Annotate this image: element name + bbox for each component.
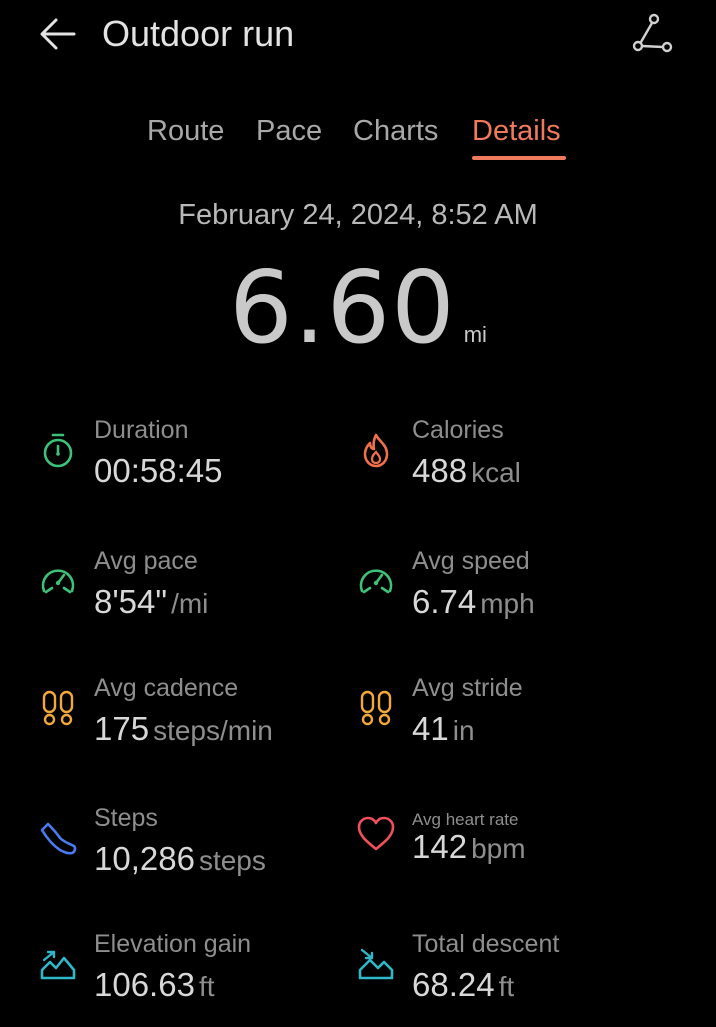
stat-number: 142 xyxy=(412,828,468,865)
stat-label: Avg speed xyxy=(412,547,530,575)
stat-label: Avg pace xyxy=(94,547,198,575)
stat-unit: steps xyxy=(198,845,266,876)
stat-label: Avg stride xyxy=(412,674,523,702)
stat-avg-heart-rate: Avg heart rate 142 bpm xyxy=(356,798,656,888)
page-title: Outdoor run xyxy=(102,13,295,54)
stat-value: 6.74 mph xyxy=(412,581,535,625)
stat-avg-cadence: Avg cadence 175 steps/min xyxy=(38,672,338,762)
shoe-icon xyxy=(38,818,78,858)
stat-label: Duration xyxy=(94,416,189,444)
stat-label: Total descent xyxy=(412,930,560,958)
stat-calories: Calories 488 kcal xyxy=(356,414,656,504)
stat-avg-pace: Avg pace 8'54"/mi xyxy=(38,545,338,635)
stat-steps: Steps 10,286 steps xyxy=(38,802,338,892)
stat-label: Steps xyxy=(94,804,158,832)
stat-label: Avg cadence xyxy=(94,674,239,702)
app-header: Outdoor run xyxy=(0,0,716,70)
back-arrow-icon xyxy=(40,18,76,50)
active-tab-indicator xyxy=(472,156,566,160)
stat-number: 488 xyxy=(412,452,468,489)
flame-icon xyxy=(356,430,396,470)
stopwatch-icon xyxy=(38,430,78,470)
stat-number: 00:58:45 xyxy=(94,452,223,489)
stat-value: 106.63 ft xyxy=(94,964,215,1008)
stat-unit: bpm xyxy=(471,833,526,864)
elevation-descent-icon xyxy=(356,944,396,984)
stat-number: 8'54" xyxy=(94,583,168,620)
stat-label: Avg heart rate xyxy=(412,810,519,829)
heart-icon xyxy=(356,814,396,854)
tab-bar: Route Pace Charts Details xyxy=(0,110,716,170)
distance-value: 6.60 xyxy=(229,249,456,366)
stat-value: 68.24 ft xyxy=(412,964,514,1008)
elevation-gain-icon xyxy=(38,944,78,984)
stat-avg-speed: Avg speed 6.74 mph xyxy=(356,545,656,635)
stat-value: 41 in xyxy=(412,708,475,752)
tab-pace[interactable]: Pace xyxy=(256,115,323,147)
stat-avg-stride: Avg stride 41 in xyxy=(356,672,656,762)
distance-summary: 6.60 mi xyxy=(0,248,716,368)
stat-number: 10,286 xyxy=(94,840,195,877)
tab-details[interactable]: Details xyxy=(472,115,561,147)
workout-datetime: February 24, 2024, 8:52 AM xyxy=(178,199,538,231)
stat-value: 142 bpm xyxy=(412,826,526,870)
stat-label: Elevation gain xyxy=(94,930,252,958)
tab-charts[interactable]: Charts xyxy=(353,115,439,147)
stat-value: 175 steps/min xyxy=(94,708,273,752)
stat-unit: ft xyxy=(198,971,215,1002)
stat-duration: Duration 00:58:45 xyxy=(38,414,338,504)
stat-label: Calories xyxy=(412,416,504,444)
stat-number: 41 xyxy=(412,710,449,747)
stat-number: 68.24 xyxy=(412,966,495,1003)
share-route-button[interactable] xyxy=(628,10,676,58)
back-button[interactable] xyxy=(36,12,80,56)
stat-number: 106.63 xyxy=(94,966,195,1003)
stat-unit: mph xyxy=(480,588,535,619)
stat-elevation-gain: Elevation gain 106.63 ft xyxy=(38,928,338,1018)
stat-unit: kcal xyxy=(471,457,521,488)
share-route-icon xyxy=(632,13,673,53)
stat-value: 10,286 steps xyxy=(94,838,266,882)
distance-unit: mi xyxy=(463,322,487,347)
stat-value: 00:58:45 xyxy=(94,450,222,492)
stat-unit: in xyxy=(452,715,475,746)
stat-number: 6.74 xyxy=(412,583,477,620)
footprints-icon xyxy=(38,688,78,728)
stat-total-descent: Total descent 68.24 ft xyxy=(356,928,656,1018)
stat-number: 175 xyxy=(94,710,150,747)
footprints-icon xyxy=(356,688,396,728)
stat-value: 8'54"/mi xyxy=(94,581,208,625)
stat-unit: /mi xyxy=(171,588,209,619)
speedometer-icon xyxy=(38,561,78,601)
stat-unit: ft xyxy=(498,971,515,1002)
stat-unit: steps/min xyxy=(153,715,273,746)
stat-value: 488 kcal xyxy=(412,450,521,494)
tab-route[interactable]: Route xyxy=(147,115,225,147)
speedometer-icon xyxy=(356,561,396,601)
